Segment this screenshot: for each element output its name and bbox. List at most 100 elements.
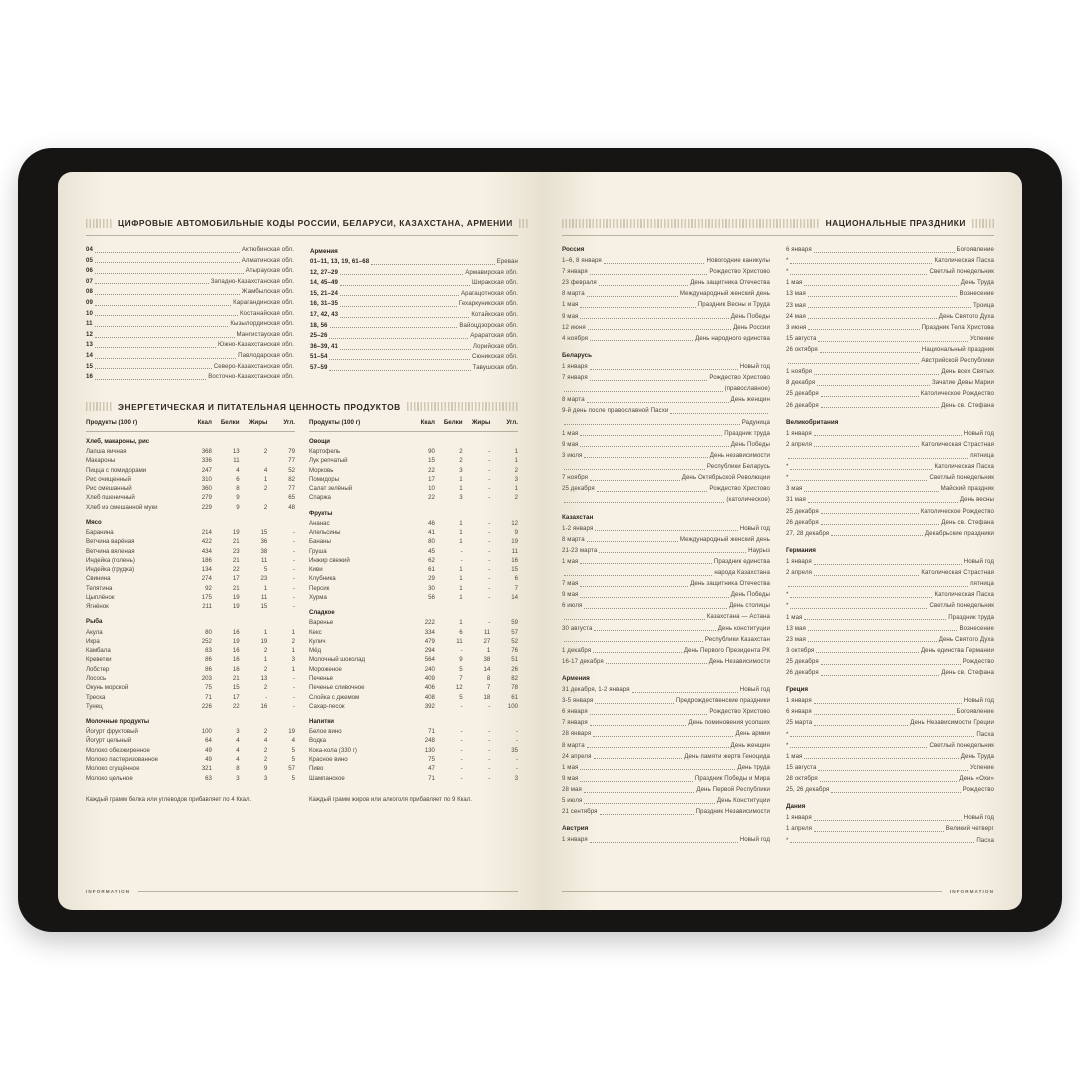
table-row: Камбала 83 16 2 1 (86, 646, 295, 655)
table-row: Ананас 46 1 - 12 (309, 519, 518, 528)
product-value: 11 (511, 547, 518, 555)
leader-dots (595, 702, 674, 704)
product-name: Лосось (86, 674, 107, 682)
leader-right: (католическое) (726, 496, 770, 504)
leader-left: 25 декабря (562, 485, 595, 493)
leader-right: Новый год (739, 524, 770, 532)
table-row: Макароны 336 11 77 (86, 456, 295, 465)
product-name: Рис смешанный (86, 485, 132, 493)
leader-dots (813, 702, 962, 704)
leader-left: 15, 21–24 (310, 289, 339, 297)
leader-right: Великий четверг (945, 825, 994, 833)
table-body: Овощи Картофель 90 2-1 Лук репчатый 15 2-1 Морк… (309, 431, 518, 782)
leader-right: Светлый понедельник (929, 474, 994, 482)
footer-rule (562, 891, 942, 892)
leader-dots (804, 618, 947, 621)
product-value: 52 (511, 637, 518, 645)
leader-left: 06 (86, 267, 93, 275)
product-value: 1 (459, 538, 463, 546)
leader-right: День Первого Президента РК (683, 646, 770, 654)
leader-right: Радуница (741, 418, 770, 426)
table-row: Морковь 22 3 - 2 (309, 465, 518, 474)
product-value: 79 (288, 448, 295, 456)
product-value: 479 (424, 637, 435, 645)
product-value: 2 (263, 746, 268, 754)
leader-dots (790, 607, 928, 610)
leader-dots (814, 830, 944, 833)
product-value: 17 (428, 475, 435, 483)
holiday-row: 8 марта День женщин (562, 396, 770, 404)
leader-dots (340, 316, 470, 318)
product-value: 30 (428, 584, 435, 592)
leader-left: 3 июня (786, 323, 807, 331)
table-header-row: Продукты (100 г) Ккал Белки Жиры Угл. (86, 418, 295, 432)
section-header-holidays: НАЦИОНАЛЬНЫЕ ПРАЗДНИКИ (562, 218, 994, 228)
holiday-row: 26 октября Национальный праздник (786, 346, 994, 354)
leader-right: День труда (737, 763, 770, 771)
holiday-row: 6 января Рождество Христово (562, 708, 770, 716)
leader-right: Котайкская обл. (471, 311, 518, 319)
holiday-row: * Светлый понедельник (786, 602, 994, 610)
product-value: 134 (201, 566, 212, 574)
table-header-row: Продукты (100 г) Ккал Белки Жиры Угл. (309, 418, 518, 432)
product-value: - (292, 575, 295, 583)
leader-dots (94, 272, 244, 274)
leader-right: День Труда (960, 279, 994, 287)
product-value: 22 (232, 702, 240, 710)
left-page-footer: INFORMATION (86, 889, 518, 894)
column-header: Ккал (407, 418, 435, 432)
holiday-row: (православное) (562, 385, 770, 393)
product-value: 1 (291, 647, 295, 655)
leader-dots (589, 724, 687, 726)
product-value: 11 (260, 556, 268, 564)
table-row: Лук репчатый 15 2 - 1 (309, 456, 518, 465)
car-code-row: 10 Костанайская обл. (86, 310, 294, 318)
leader-left: 9 мая (562, 774, 579, 782)
product-value: - (488, 584, 491, 592)
leader-left: 17, 42, 43 (310, 311, 339, 319)
leader-right: Богоявление (956, 246, 994, 253)
product-value: 9 (514, 529, 518, 537)
product-value: 6 (236, 475, 240, 483)
table-row: Варенье 222 1 - 59 (309, 618, 518, 627)
leader-dots (593, 651, 682, 654)
holiday-row: 7 ноября День Октябрьской Революции (562, 474, 770, 482)
hatch-ornament-icon (406, 402, 518, 412)
leader-dots (813, 819, 962, 821)
product-value: 27 (483, 637, 491, 645)
leader-right: Казахстана — Астана (706, 613, 770, 621)
leader-dots (807, 629, 958, 632)
product-value: 71 (205, 693, 212, 701)
product-name: Красное вино (309, 755, 348, 763)
product-value: 18 (483, 693, 491, 701)
leader-dots (816, 651, 919, 654)
table-row: Хлеб пшеничный 279 9 65 (86, 493, 295, 502)
holiday-row: 9-й день после православной Пасхи (562, 407, 770, 415)
leader-right: Богоявление (956, 708, 994, 716)
leader-left: 7 мая (562, 580, 579, 588)
table-row: Лобстер 86 16 2 1 (86, 665, 295, 674)
leader-left: 23 мая (786, 635, 806, 643)
leader-right: Праздник труда (724, 429, 770, 437)
product-value: 11 (233, 457, 240, 465)
product-value: 35 (511, 746, 518, 754)
product-name: Слойка с джемом (309, 693, 360, 701)
holiday-row: 7 января Рождество Христово (562, 374, 770, 382)
product-value: - (292, 538, 295, 546)
leader-dots (94, 251, 240, 253)
product-value: 100 (201, 728, 212, 736)
leader-dots (818, 769, 968, 771)
product-name: Акула (86, 628, 103, 636)
product-name: Йогурт фруктовый (86, 728, 138, 736)
leader-right: Арагацотнская обл. (460, 289, 518, 297)
leader-left: 13 (86, 341, 93, 349)
leader-right: Новый год (739, 362, 770, 370)
divider (562, 235, 994, 236)
holidays-column-left: Россия 1–6, 8 января Новогодние каникулы 7 … (562, 246, 770, 848)
holiday-row: 2 апреля Католическая Страстная (786, 569, 994, 577)
product-value: 4 (263, 737, 268, 745)
leader-dots (790, 273, 928, 275)
holiday-row: 1 ноября День всех Святых (786, 368, 994, 376)
leader-right: Алматинская обл. (241, 256, 294, 264)
product-name: Картофель (309, 448, 341, 456)
